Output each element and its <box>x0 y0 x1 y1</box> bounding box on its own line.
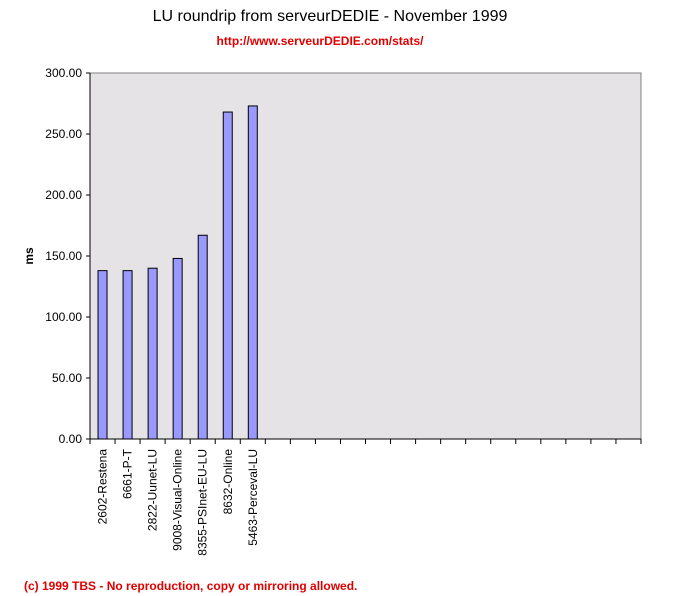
bar <box>97 270 108 440</box>
y-tick-label: 250.00 <box>45 127 82 141</box>
x-axis-ticks <box>89 439 642 444</box>
x-category-label: 6661-P-T <box>121 448 135 499</box>
x-category-label: 2602-Restena <box>96 449 110 525</box>
x-axis-labels: 2602-Restena 6661-P-T 2822-Uunet-LU 9008-Vi… <box>96 448 260 555</box>
y-tick-label: 300.00 <box>45 66 82 80</box>
x-category-label: 9008-Visual-Online <box>171 449 185 551</box>
y-tick-label: 50.00 <box>52 371 82 385</box>
bar <box>147 267 158 440</box>
plot-area <box>89 72 642 440</box>
y-axis-title: ms <box>22 247 36 265</box>
y-tick-label: 200.00 <box>45 188 82 202</box>
bar <box>122 270 133 440</box>
x-category-label: 5463-Perceval-LU <box>246 449 260 546</box>
y-tick-label: 0.00 <box>59 432 83 446</box>
bar <box>197 234 208 440</box>
bar <box>172 257 183 440</box>
x-category-label: 2822-Uunet-LU <box>146 449 160 531</box>
x-category-label: 8355-PSInet-EU-LU <box>196 449 210 556</box>
y-tick-label: 150.00 <box>45 249 82 263</box>
x-category-label: 8632-Online <box>221 449 235 515</box>
source-url-link[interactable]: http://www.serveurDEDIE.com/stats/ <box>216 34 424 48</box>
bar <box>222 111 233 440</box>
y-tick-label: 100.00 <box>45 310 82 324</box>
bar <box>247 105 258 440</box>
copyright-footer: (c) 1999 TBS - No reproduction, copy or … <box>24 579 358 593</box>
chart-title: LU roundrip from serveurDEDIE - November… <box>152 8 508 25</box>
y-axis-ticks: 0.00 50.00 100.00 150.00 200.00 250.00 300.00 <box>45 66 90 446</box>
